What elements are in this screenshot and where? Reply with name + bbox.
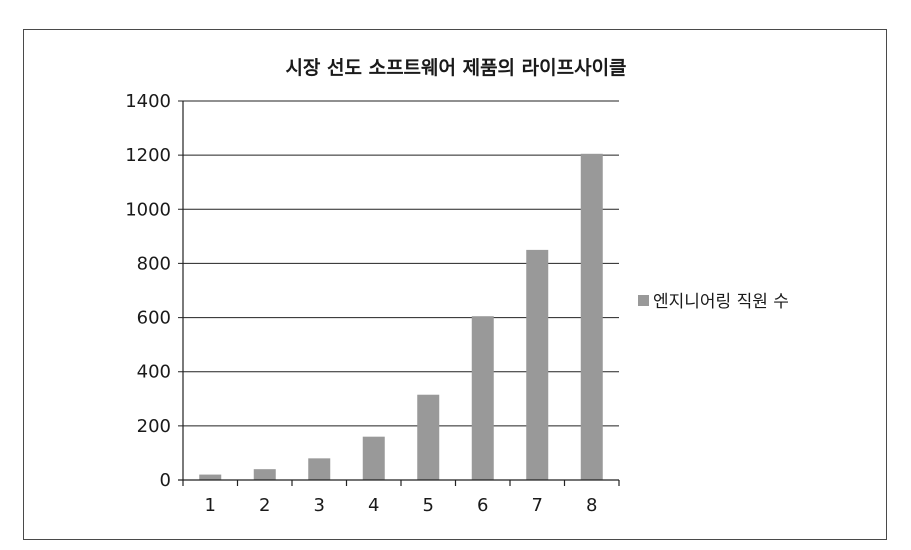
legend-label: 엔지니어링 직원 수: [653, 292, 789, 312]
bar-1: [199, 474, 222, 480]
chart-svg: 시장 선도 소프트웨어 제품의 라이프사이클 0 200 400 600 800 1000…: [125, 57, 789, 516]
x-tick-label: 8: [586, 495, 597, 516]
bar-3: [308, 458, 331, 480]
bar-4: [362, 436, 385, 480]
bar-5: [417, 394, 440, 480]
x-tick-label: 3: [314, 495, 325, 516]
x-tick-label: 5: [423, 495, 434, 516]
bar-8: [580, 153, 603, 480]
y-tick-label: 1200: [125, 145, 171, 166]
axes: [178, 101, 620, 486]
y-tick-label: 400: [137, 362, 171, 383]
bar-7: [526, 249, 549, 480]
gridlines: [178, 100, 619, 427]
y-tick-label: 200: [137, 416, 171, 437]
y-tick-label: 800: [137, 253, 171, 274]
y-tick-label: 1000: [125, 199, 171, 220]
legend: 엔지니어링 직원 수: [638, 292, 789, 312]
x-tick-label: 1: [205, 495, 216, 516]
x-tick-label: 7: [532, 495, 543, 516]
legend-swatch: [638, 295, 649, 306]
x-tick-label: 6: [477, 495, 488, 516]
chart-title: 시장 선도 소프트웨어 제품의 라이프사이클: [285, 57, 626, 79]
y-tick-label: 0: [160, 470, 171, 491]
y-tick-label: 600: [137, 308, 171, 329]
bar-6: [471, 316, 494, 480]
bars: [199, 153, 603, 480]
y-tick-label: 1400: [125, 91, 171, 112]
chart-frame: 시장 선도 소프트웨어 제품의 라이프사이클 0 200 400 600 800 1000…: [23, 29, 887, 540]
bar-2: [253, 469, 276, 480]
x-tick-labels: 1 2 3 4 5 6 7 8: [205, 495, 598, 516]
x-tick-label: 2: [259, 495, 270, 516]
y-tick-labels: 0 200 400 600 800 1000 1200 1400: [125, 91, 171, 491]
x-tick-label: 4: [368, 495, 379, 516]
